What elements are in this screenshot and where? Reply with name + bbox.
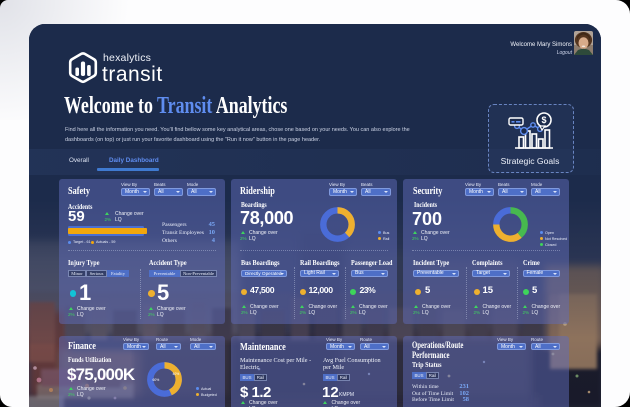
svg-text:$: $: [541, 115, 546, 125]
svg-text:40%: 40%: [173, 372, 180, 376]
svg-text:60%: 60%: [153, 378, 160, 382]
